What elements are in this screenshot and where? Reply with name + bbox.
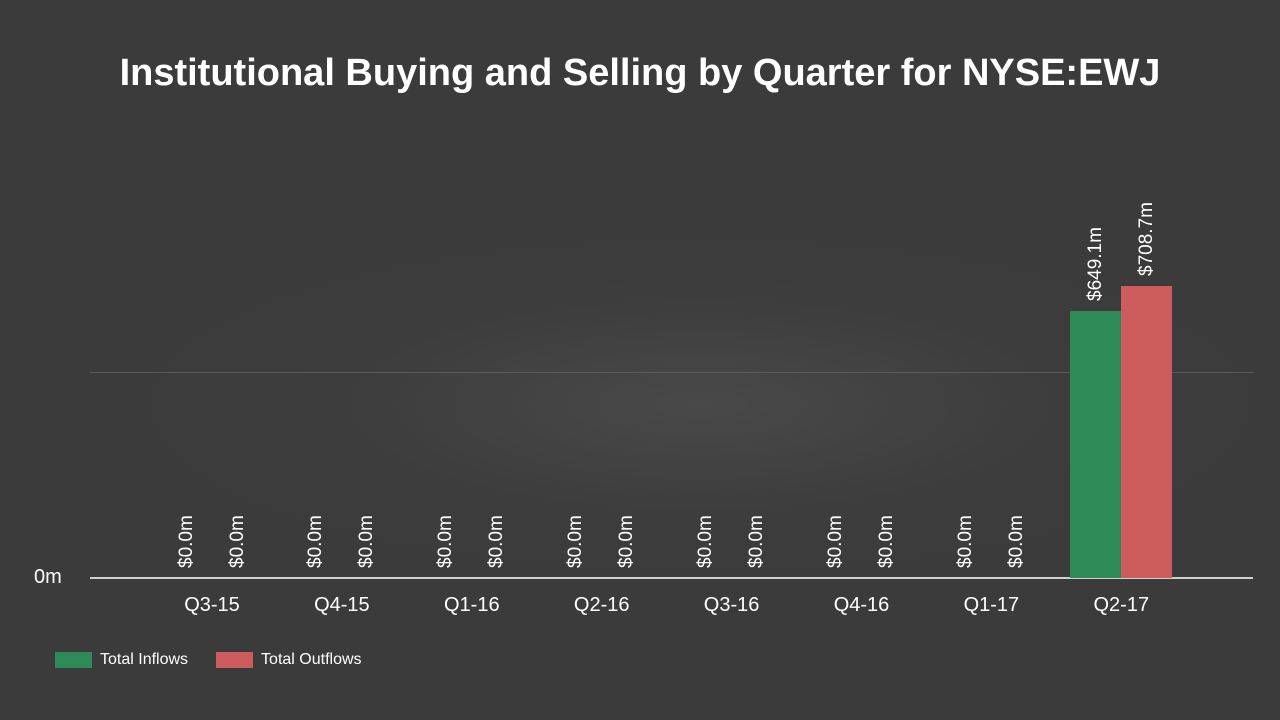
data-label-outflows: $0.0m (876, 515, 897, 568)
y-axis-zero-label: 0m (34, 566, 62, 588)
data-label-outflows: $0.0m (226, 515, 248, 568)
x-axis-label: Q4-16 (833, 594, 890, 616)
legend-item-outflows[interactable]: Total Outflows (216, 651, 362, 669)
bar-inflows[interactable] (1070, 310, 1122, 578)
x-axis-label: Q1-16 (444, 594, 500, 616)
x-axis-baseline (90, 577, 1253, 579)
data-label-inflows: $0.0m (175, 515, 197, 568)
data-label-outflows: $0.0m (746, 515, 768, 568)
data-label-inflows: $0.0m (305, 515, 327, 568)
legend-label-outflows: Total Outflows (261, 651, 362, 668)
data-label-outflows: $0.0m (486, 515, 508, 568)
x-axis-label: Q3-15 (184, 594, 240, 616)
data-label-inflows: $649.1m (1084, 226, 1106, 301)
data-label-inflows: $0.0m (565, 515, 587, 568)
legend-item-inflows[interactable]: Total Inflows (55, 651, 188, 669)
bar-outflows[interactable] (1121, 286, 1173, 578)
data-label-outflows: $0.0m (356, 515, 378, 568)
x-axis-label: Q4-15 (314, 594, 370, 616)
x-axis-label: Q1-17 (963, 594, 1020, 616)
legend: Total Inflows Total Outflows (55, 651, 390, 669)
data-label-inflows: $0.0m (954, 515, 976, 568)
data-label-outflows: $0.0m (1005, 515, 1027, 568)
gridline (90, 372, 1253, 373)
data-label-inflows: $0.0m (435, 515, 457, 568)
legend-label-inflows: Total Inflows (100, 651, 189, 668)
data-label-outflows: $0.0m (616, 515, 638, 568)
chart-title: Institutional Buying and Selling by Quar… (119, 52, 1161, 94)
legend-swatch-inflows (55, 652, 92, 668)
data-label-outflows: $708.7m (1135, 202, 1157, 276)
data-label-inflows: $0.0m (825, 515, 846, 568)
data-label-inflows: $0.0m (695, 515, 717, 568)
x-axis-label: Q2-16 (573, 594, 630, 616)
legend-swatch-outflows (216, 652, 254, 668)
x-axis-label: Q3-16 (703, 594, 760, 616)
x-axis-label: Q2-17 (1093, 594, 1150, 616)
